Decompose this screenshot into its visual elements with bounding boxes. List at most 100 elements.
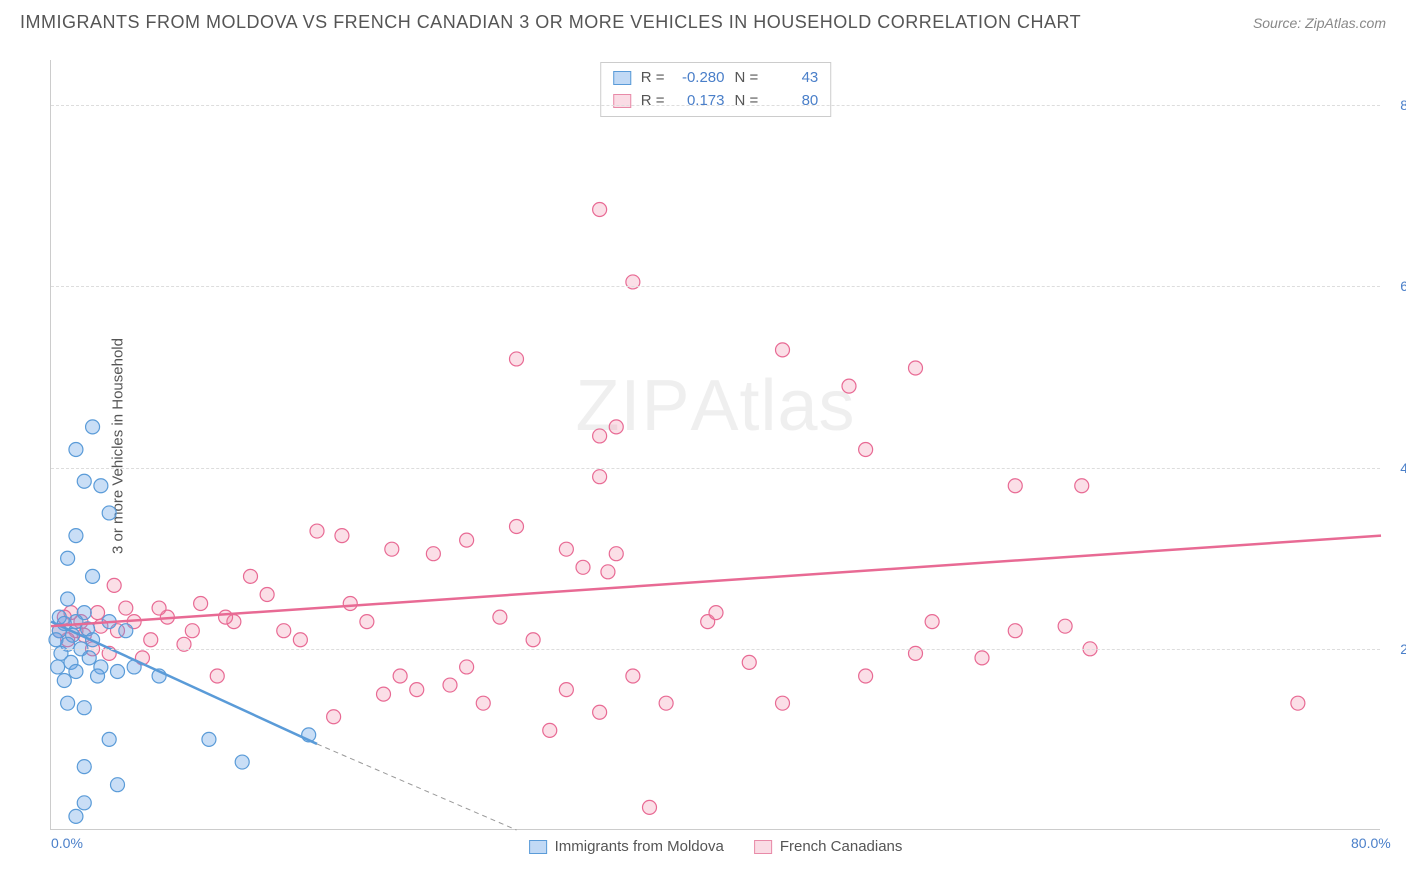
scatter-point bbox=[659, 696, 673, 710]
scatter-point bbox=[77, 701, 91, 715]
scatter-point bbox=[77, 474, 91, 488]
x-tick-label: 0.0% bbox=[51, 835, 83, 851]
swatch-blue-icon bbox=[613, 71, 631, 85]
scatter-point bbox=[393, 669, 407, 683]
scatter-point bbox=[776, 343, 790, 357]
scatter-point bbox=[593, 202, 607, 216]
scatter-point bbox=[310, 524, 324, 538]
scatter-point bbox=[426, 547, 440, 561]
scatter-point bbox=[1008, 624, 1022, 638]
scatter-point bbox=[510, 352, 524, 366]
scatter-point bbox=[51, 660, 65, 674]
scatter-point bbox=[343, 597, 357, 611]
scatter-point bbox=[102, 732, 116, 746]
scatter-point bbox=[77, 760, 91, 774]
bottom-legend: Immigrants from Moldova French Canadians bbox=[529, 838, 903, 855]
scatter-point bbox=[593, 705, 607, 719]
scatter-point bbox=[111, 664, 125, 678]
scatter-point bbox=[111, 778, 125, 792]
scatter-point bbox=[119, 624, 133, 638]
scatter-point bbox=[219, 610, 233, 624]
scatter-point bbox=[107, 578, 121, 592]
scatter-point bbox=[119, 601, 133, 615]
r-value-blue: -0.280 bbox=[675, 67, 725, 90]
scatter-point bbox=[543, 723, 557, 737]
scatter-point bbox=[476, 696, 490, 710]
y-tick-label: 40.0% bbox=[1385, 460, 1406, 476]
legend-item-blue: Immigrants from Moldova bbox=[529, 838, 724, 855]
swatch-blue-icon bbox=[529, 840, 547, 854]
scatter-point bbox=[77, 796, 91, 810]
scatter-point bbox=[626, 669, 640, 683]
scatter-point bbox=[69, 664, 83, 678]
scatter-point bbox=[559, 683, 573, 697]
x-tick-label: 80.0% bbox=[1351, 835, 1391, 851]
scatter-point bbox=[385, 542, 399, 556]
y-tick-label: 80.0% bbox=[1385, 97, 1406, 113]
scatter-point bbox=[94, 479, 108, 493]
scatter-point bbox=[526, 633, 540, 647]
n-value-pink: 80 bbox=[768, 90, 818, 113]
scatter-point bbox=[460, 660, 474, 674]
chart-source: Source: ZipAtlas.com bbox=[1253, 15, 1386, 31]
scatter-point bbox=[57, 674, 71, 688]
scatter-point bbox=[493, 610, 507, 624]
scatter-point bbox=[327, 710, 341, 724]
legend-label-pink: French Canadians bbox=[780, 838, 903, 855]
scatter-point bbox=[460, 533, 474, 547]
scatter-point bbox=[909, 361, 923, 375]
stats-row-blue: R = -0.280 N = 43 bbox=[613, 67, 819, 90]
scatter-point bbox=[202, 732, 216, 746]
legend-item-pink: French Canadians bbox=[754, 838, 903, 855]
chart-plot-area: ZIPAtlas R = -0.280 N = 43 R = 0.173 N =… bbox=[50, 60, 1380, 830]
scatter-point bbox=[593, 470, 607, 484]
scatter-point bbox=[601, 565, 615, 579]
scatter-point bbox=[102, 506, 116, 520]
scatter-point bbox=[185, 624, 199, 638]
gridline bbox=[51, 649, 1380, 650]
scatter-point bbox=[194, 597, 208, 611]
scatter-point bbox=[1008, 479, 1022, 493]
scatter-point bbox=[91, 606, 105, 620]
scatter-point bbox=[410, 683, 424, 697]
scatter-point bbox=[609, 420, 623, 434]
scatter-point bbox=[776, 696, 790, 710]
scatter-point bbox=[510, 520, 524, 534]
title-bar: IMMIGRANTS FROM MOLDOVA VS FRENCH CANADI… bbox=[0, 0, 1406, 33]
gridline bbox=[51, 468, 1380, 469]
legend-label-blue: Immigrants from Moldova bbox=[555, 838, 724, 855]
scatter-point bbox=[643, 800, 657, 814]
scatter-point bbox=[82, 651, 96, 665]
scatter-point bbox=[609, 547, 623, 561]
gridline bbox=[51, 286, 1380, 287]
scatter-point bbox=[576, 560, 590, 574]
scatter-point bbox=[742, 655, 756, 669]
scatter-point bbox=[859, 669, 873, 683]
scatter-point bbox=[61, 696, 75, 710]
scatter-point bbox=[260, 587, 274, 601]
scatter-point bbox=[335, 529, 349, 543]
scatter-point bbox=[86, 569, 100, 583]
scatter-point bbox=[152, 601, 166, 615]
gridline bbox=[51, 105, 1380, 106]
scatter-point bbox=[144, 633, 158, 647]
scatter-point bbox=[210, 669, 224, 683]
scatter-point bbox=[859, 443, 873, 457]
scatter-point bbox=[360, 615, 374, 629]
scatter-point bbox=[61, 592, 75, 606]
chart-title: IMMIGRANTS FROM MOLDOVA VS FRENCH CANADI… bbox=[20, 12, 1081, 33]
n-value-blue: 43 bbox=[768, 67, 818, 90]
scatter-point bbox=[69, 809, 83, 823]
scatter-point bbox=[925, 615, 939, 629]
scatter-point bbox=[277, 624, 291, 638]
y-tick-label: 20.0% bbox=[1385, 641, 1406, 657]
scatter-point bbox=[443, 678, 457, 692]
scatter-point bbox=[377, 687, 391, 701]
stats-row-pink: R = 0.173 N = 80 bbox=[613, 90, 819, 113]
r-value-pink: 0.173 bbox=[675, 90, 725, 113]
scatter-point bbox=[842, 379, 856, 393]
swatch-pink-icon bbox=[754, 840, 772, 854]
scatter-point bbox=[293, 633, 307, 647]
scatter-point bbox=[69, 443, 83, 457]
scatter-point bbox=[235, 755, 249, 769]
